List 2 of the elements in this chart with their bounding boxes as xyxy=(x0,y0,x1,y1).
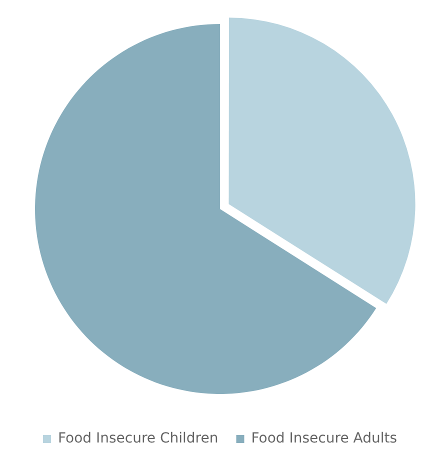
legend-label: Food Insecure Adults xyxy=(251,430,398,447)
legend-label: Food Insecure Children xyxy=(58,430,218,447)
